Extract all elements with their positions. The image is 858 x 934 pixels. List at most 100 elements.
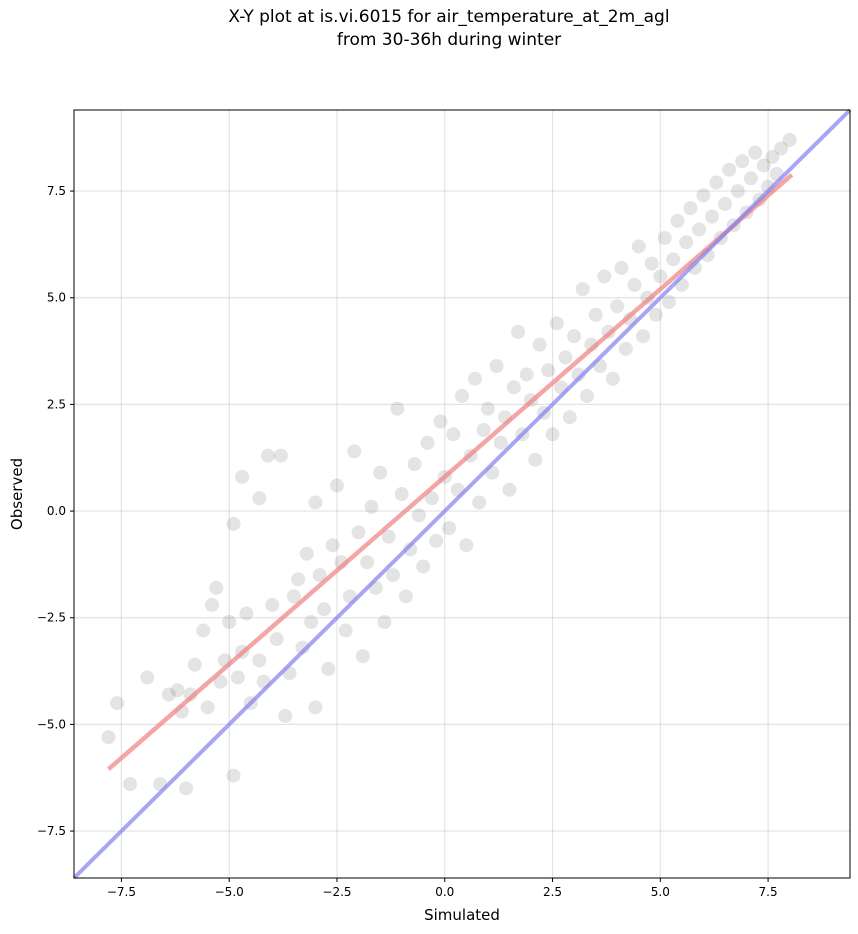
scatter-point — [386, 568, 401, 583]
scatter-point — [325, 538, 340, 553]
scatter-point — [692, 222, 707, 237]
scatter-point — [709, 175, 724, 190]
x-axis-label: Simulated — [424, 906, 500, 924]
chart-title-line-1: X-Y plot at is.vi.6015 for air_temperatu… — [228, 7, 670, 27]
scatter-point — [558, 350, 573, 365]
scatter-point — [493, 435, 508, 450]
scatter-point — [308, 495, 323, 510]
scatter-point — [575, 282, 590, 297]
scatter-point — [269, 632, 284, 647]
scatter-point — [235, 469, 250, 484]
scatter-point — [661, 295, 676, 309]
scatter-point — [226, 768, 241, 783]
scatter-point — [459, 538, 474, 553]
scatter-point — [239, 606, 254, 621]
scatter-point — [614, 260, 629, 275]
scatter-point — [377, 615, 392, 629]
scatter-point — [743, 171, 758, 186]
scatter-point — [265, 597, 280, 612]
scatter-point — [394, 487, 409, 501]
scatter-points — [101, 132, 797, 796]
scatter-point — [204, 597, 219, 612]
scatter-point — [476, 423, 491, 437]
scatter-point — [653, 269, 668, 284]
y-tick-label: −5.0 — [37, 717, 66, 731]
scatter-point — [347, 444, 362, 459]
scatter-point — [627, 277, 642, 292]
scatter-point — [278, 708, 293, 723]
scatter-point — [446, 427, 461, 442]
scatter-point — [161, 687, 176, 702]
scatter-point — [730, 184, 745, 199]
scatter-point — [101, 730, 116, 745]
scatter-point — [299, 546, 314, 561]
regression-line — [107, 173, 794, 771]
grid-lines — [74, 110, 850, 878]
scatter-point — [416, 559, 431, 574]
scatter-point — [519, 367, 534, 382]
scatter-point — [679, 235, 694, 250]
scatter-point — [398, 589, 413, 604]
x-tick-label: −5.0 — [215, 885, 244, 899]
scatter-point — [187, 657, 202, 672]
scatter-point — [209, 580, 224, 595]
scatter-point — [489, 359, 504, 373]
scatter-point — [605, 371, 620, 386]
scatter-point — [140, 670, 155, 685]
scatter-point — [502, 482, 517, 497]
x-tick-label: 7.5 — [759, 885, 778, 899]
scatter-point — [506, 380, 521, 395]
scatter-point — [631, 239, 646, 254]
scatter-point — [390, 401, 405, 416]
scatter-point — [442, 521, 457, 536]
scatter-point — [373, 465, 388, 480]
scatter-point — [467, 371, 482, 386]
y-tick-label: 0.0 — [47, 504, 66, 518]
scatter-point — [735, 154, 750, 169]
plot-frame — [73, 109, 851, 879]
scatter-point — [291, 572, 306, 587]
x-tick-label: −2.5 — [322, 885, 351, 899]
scatter-point — [308, 700, 323, 715]
scatter-point — [782, 132, 797, 147]
scatter-point — [480, 401, 495, 416]
scatter-point — [312, 568, 327, 583]
scatter-point — [407, 457, 422, 472]
x-tick-label: −7.5 — [107, 885, 136, 899]
scatter-point — [722, 162, 737, 177]
scatter-point — [329, 478, 344, 493]
scatter-point — [364, 499, 379, 514]
scatter-point — [562, 410, 577, 425]
scatter-point — [261, 448, 275, 463]
y-tick-label: −7.5 — [37, 824, 66, 838]
y-axis-label: Observed — [8, 458, 26, 530]
scatter-point — [196, 623, 211, 638]
scatter-point — [774, 141, 789, 156]
scatter-point — [532, 337, 547, 352]
scatter-point — [170, 683, 185, 698]
scatter-point — [748, 145, 763, 160]
scatter-point — [222, 615, 237, 629]
scatter-point — [705, 209, 720, 224]
scatter-point — [545, 427, 560, 442]
scatter-point — [230, 670, 245, 685]
scatter-point — [670, 213, 685, 228]
scatter-point — [765, 149, 780, 164]
scatter-point — [351, 525, 366, 540]
scatter-point — [360, 555, 375, 570]
y-tick-label: 5.0 — [47, 291, 66, 305]
scatter-point — [549, 316, 564, 331]
scatter-point — [472, 495, 487, 510]
y-tick-label: 7.5 — [47, 184, 66, 198]
scatter-point — [696, 188, 711, 203]
scatter-point — [317, 602, 332, 617]
scatter-point — [252, 653, 267, 668]
identity-line — [72, 108, 852, 880]
scatter-point — [717, 196, 732, 211]
scatter-point — [286, 589, 301, 604]
scatter-point — [355, 649, 370, 664]
scatter-point — [644, 256, 659, 271]
scatter-point — [528, 452, 543, 467]
scatter-point — [252, 491, 267, 506]
